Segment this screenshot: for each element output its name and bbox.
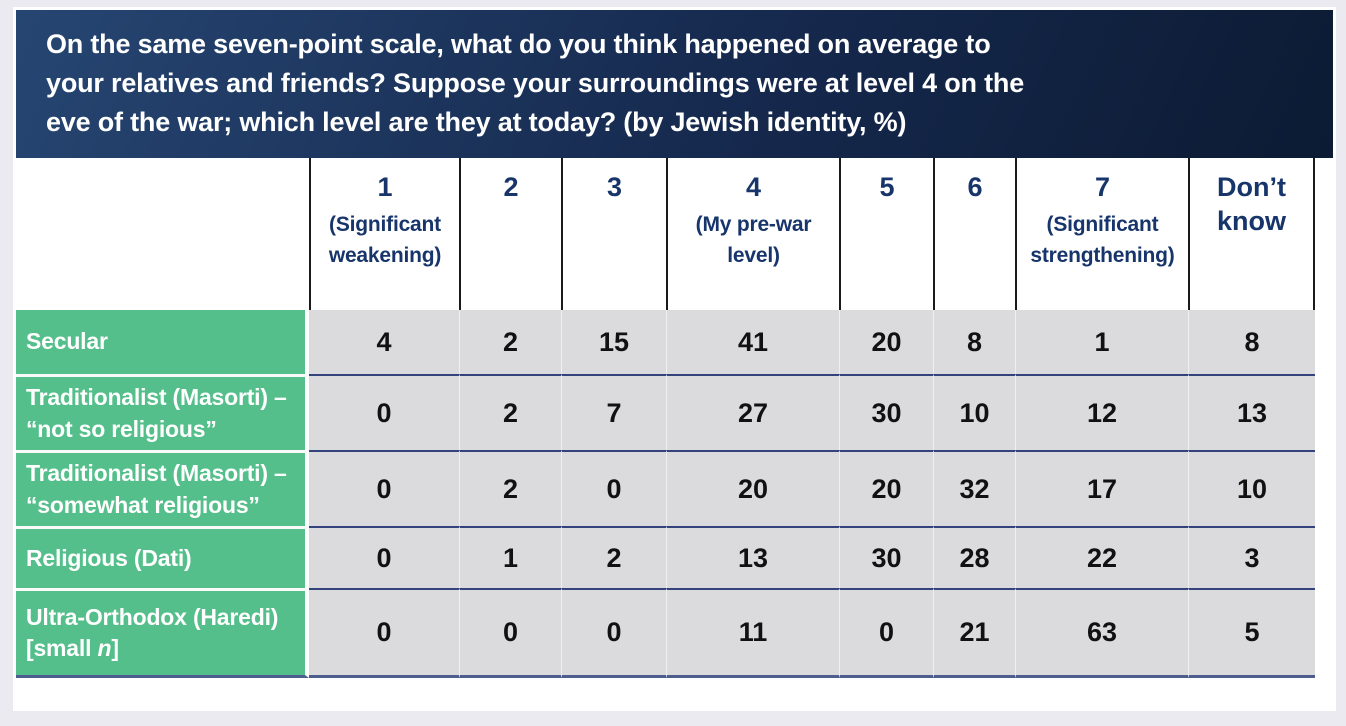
data-cell: 30 <box>839 526 933 588</box>
data-cell: 30 <box>839 374 933 450</box>
data-cell: 0 <box>561 450 666 526</box>
row-label: Traditionalist (Masorti) – “somewhat rel… <box>26 460 287 518</box>
row-label: Religious (Dati) <box>26 544 192 571</box>
column-header-5: 5 <box>839 158 933 310</box>
content-panel: On the same seven-point scale, what do y… <box>13 7 1336 711</box>
data-cell: 21 <box>933 588 1015 678</box>
row-label-italic: n <box>97 635 112 661</box>
table-header-row: 1 (Significant weakening) 2 3 4 (My pre-… <box>16 158 1315 310</box>
question-title: On the same seven-point scale, what do y… <box>46 29 1025 138</box>
table-row: Secular 4 2 15 41 20 8 1 8 <box>16 310 1315 374</box>
data-cell: 4 <box>309 310 459 374</box>
row-label-cell: Secular <box>16 310 309 374</box>
data-cell: 3 <box>1188 526 1315 588</box>
row-label-suffix: ] <box>111 635 119 661</box>
data-cell: 27 <box>666 374 839 450</box>
row-label: Traditionalist (Masorti) – “not so relig… <box>26 384 287 442</box>
data-cell: 20 <box>666 450 839 526</box>
column-header-dont-know: Don’t know <box>1188 158 1315 310</box>
column-sublabel: (Significant weakening) <box>328 212 442 268</box>
column-number: 5 <box>879 172 895 202</box>
column-header-1: 1 (Significant weakening) <box>309 158 459 310</box>
data-cell: 17 <box>1015 450 1188 526</box>
data-cell: 41 <box>666 310 839 374</box>
table-body: Secular 4 2 15 41 20 8 1 8 Traditionalist (Masort… <box>16 310 1315 678</box>
column-sublabel: (Significant strengthening) <box>1030 212 1175 268</box>
data-cell: 63 <box>1015 588 1188 678</box>
column-header-2: 2 <box>459 158 561 310</box>
data-cell: 20 <box>839 450 933 526</box>
data-cell: 0 <box>309 526 459 588</box>
data-cell: 0 <box>309 450 459 526</box>
data-cell: 12 <box>1015 374 1188 450</box>
data-cell: 8 <box>933 310 1015 374</box>
column-header-4: 4 (My pre-war level) <box>666 158 839 310</box>
column-number: 4 <box>745 172 762 202</box>
table-row: Ultra-Orthodox (Haredi) [small n] 0 0 0 11 0 2… <box>16 588 1315 678</box>
corner-cell <box>16 158 309 310</box>
row-label: Ultra-Orthodox (Haredi) [small <box>26 603 279 661</box>
column-number: 1 <box>377 172 393 202</box>
data-cell: 1 <box>1015 310 1188 374</box>
data-cell: 10 <box>1188 450 1315 526</box>
data-cell: 7 <box>561 374 666 450</box>
row-label-cell: Ultra-Orthodox (Haredi) [small n] <box>16 588 309 678</box>
data-cell: 2 <box>459 450 561 526</box>
data-cell: 0 <box>309 588 459 678</box>
data-cell: 0 <box>459 588 561 678</box>
column-number: 7 <box>1094 172 1111 202</box>
table-row: Traditionalist (Masorti) – “somewhat rel… <box>16 450 1315 526</box>
data-cell: 0 <box>309 374 459 450</box>
column-number: 2 <box>503 172 519 202</box>
row-label-cell: Religious (Dati) <box>16 526 309 588</box>
question-title-block: On the same seven-point scale, what do y… <box>16 10 1333 158</box>
column-header-3: 3 <box>561 158 666 310</box>
table-row: Religious (Dati) 0 1 2 13 30 28 22 3 <box>16 526 1315 588</box>
data-cell: 8 <box>1188 310 1315 374</box>
column-number: Don’t know <box>1216 172 1286 236</box>
data-cell: 2 <box>561 526 666 588</box>
data-cell: 1 <box>459 526 561 588</box>
data-cell: 20 <box>839 310 933 374</box>
table-row: Traditionalist (Masorti) – “not so relig… <box>16 374 1315 450</box>
results-table: 1 (Significant weakening) 2 3 4 (My pre-… <box>16 158 1315 678</box>
data-cell: 11 <box>666 588 839 678</box>
data-cell: 32 <box>933 450 1015 526</box>
data-cell: 15 <box>561 310 666 374</box>
data-cell: 2 <box>459 310 561 374</box>
data-cell: 10 <box>933 374 1015 450</box>
data-cell: 2 <box>459 374 561 450</box>
data-cell: 0 <box>839 588 933 678</box>
data-cell: 28 <box>933 526 1015 588</box>
row-label-cell: Traditionalist (Masorti) – “not so relig… <box>16 374 309 450</box>
data-cell: 13 <box>1188 374 1315 450</box>
row-label: Secular <box>26 328 108 355</box>
column-header-6: 6 <box>933 158 1015 310</box>
column-number: 3 <box>606 172 623 202</box>
row-label-cell: Traditionalist (Masorti) – “somewhat rel… <box>16 450 309 526</box>
column-number: 6 <box>967 172 983 202</box>
data-cell: 0 <box>561 588 666 678</box>
data-cell: 13 <box>666 526 839 588</box>
column-sublabel: (My pre-war level) <box>695 212 812 268</box>
column-header-7: 7 (Significant strengthening) <box>1015 158 1188 310</box>
data-cell: 22 <box>1015 526 1188 588</box>
data-cell: 5 <box>1188 588 1315 678</box>
